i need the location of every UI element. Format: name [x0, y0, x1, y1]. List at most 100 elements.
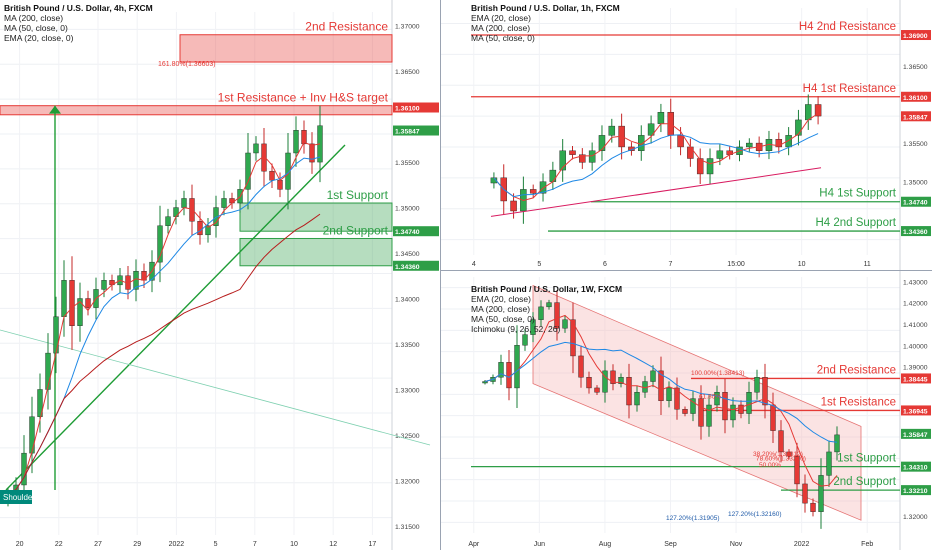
chart-1w-svg: Apr Jun Aug Sep Nov 2022 Feb 1.43000 1.42000 1.41…: [441, 271, 932, 550]
price-label-badge: [901, 405, 931, 416]
candle-body: [221, 198, 227, 208]
candle-body: [293, 130, 299, 154]
price-tick-label: 1.34360: [903, 229, 928, 236]
candle-body: [157, 225, 163, 263]
time-tick-label: 27: [94, 541, 102, 548]
time-tick-label: 29: [133, 541, 141, 548]
legend-indicator: Ichimoku (9, 26, 52, 26): [471, 324, 561, 334]
price-tick-label: 1.33000: [395, 387, 420, 394]
candle-body: [762, 377, 768, 406]
fib-label: 78.60%(1.33210): [756, 455, 806, 462]
price-tick-label: 1.32000: [395, 478, 420, 485]
candle-body: [569, 150, 576, 155]
candle-body: [530, 319, 536, 335]
candle-body: [61, 280, 67, 317]
time-tick-label: 5: [537, 261, 541, 268]
time-tick-label: 7: [253, 541, 257, 548]
price-tick-label: 1.37000: [395, 24, 420, 31]
candle-body: [738, 404, 744, 414]
level-label: H4 1st Resistance: [803, 83, 896, 95]
fib-label: 38.20%(1.34312): [753, 451, 803, 458]
price-tick-label: 1.35500: [395, 160, 420, 167]
legend-title: British Pound / U.S. Dollar, 1W, FXCM: [471, 284, 623, 294]
candle-body: [253, 143, 259, 154]
time-tick-label: Nov: [730, 541, 743, 548]
price-tick-label: 1.36100: [903, 95, 928, 102]
price-label-badge: [901, 485, 931, 496]
price-label-badge: [901, 111, 931, 122]
candle-body: [554, 302, 560, 329]
candle-body: [698, 398, 704, 427]
candle-body: [598, 135, 606, 151]
candle-body: [794, 455, 800, 485]
candle-body: [658, 370, 664, 401]
candle-body: [834, 434, 840, 453]
price-tick-label: 1.36900: [903, 33, 928, 40]
price-tick-label: 1.35847: [395, 129, 420, 136]
price-tick-label: 1.32500: [395, 433, 420, 440]
legend-1h: British Pound / U.S. Dollar, 1h, FXCM EM…: [471, 3, 620, 43]
target-arrow-head: [49, 105, 61, 114]
time-tick-label: 11: [864, 261, 871, 268]
candle-body: [205, 225, 211, 236]
price-label-badge: [901, 461, 931, 472]
price-tick-label: 1.33500: [395, 342, 420, 349]
candle-body: [634, 391, 640, 406]
candle-body: [618, 377, 624, 384]
candle-body: [706, 158, 714, 175]
level-label: 2nd Resistance: [817, 364, 896, 376]
price-label-badge: [901, 196, 931, 207]
price-tick-label: 1.32000: [903, 514, 928, 521]
candle-body: [722, 391, 728, 421]
fib-label: 100.00%(1.38413): [691, 370, 745, 377]
legend-1w: British Pound / U.S. Dollar, 1W, FXCM EM…: [471, 284, 622, 334]
candle-body: [775, 139, 783, 148]
price-label-badge: [393, 226, 439, 237]
price-label-badge: [901, 226, 931, 237]
price-tick-label: 1.38445: [903, 376, 928, 383]
chart-1h-svg: 4 5 6 7 15:00 10 11 1.36900 1.36500 1.36100 1.3584…: [441, 0, 932, 270]
candle-body: [101, 280, 107, 290]
candle-body: [674, 387, 680, 410]
candle-body: [181, 198, 187, 208]
legend-indicator: MA (50, close, 0): [4, 23, 68, 33]
zone-resistance: [179, 34, 393, 63]
chart-panel-4h[interactable]: 20 22 27 29 2022 5 7 10 12 17 1.37000 1.36500 1.3610…: [0, 0, 440, 550]
fib-label: 127.20%(1.31905): [666, 515, 720, 522]
trendline: [0, 329, 431, 446]
candle-body: [626, 377, 632, 406]
candle-body: [570, 319, 576, 357]
time-tick-label: 5: [214, 541, 218, 548]
candle-body: [608, 125, 616, 136]
candle-body: [269, 170, 275, 181]
candle-body: [562, 319, 568, 329]
candle-body: [245, 152, 251, 190]
price-tick-label: 1.34360: [395, 264, 420, 271]
candle-body: [610, 370, 616, 384]
time-tick-label: 15:00: [727, 261, 745, 268]
legend-title: British Pound / U.S. Dollar, 1h, FXCM: [471, 3, 620, 13]
level-label: 1st Support: [837, 453, 897, 465]
zone-label: 1st Resistance + Inv H&S target: [218, 91, 389, 105]
candle-body: [746, 391, 752, 414]
candle-body: [814, 104, 822, 117]
time-tick-label: 12: [329, 541, 337, 548]
chart-panel-1h[interactable]: 4 5 6 7 15:00 10 11 1.36900 1.36500 1.36100 1.3584…: [441, 0, 932, 270]
zone-label: 2nd Support: [323, 223, 389, 237]
candle-body: [165, 216, 171, 226]
time-tick-label: 22: [55, 541, 63, 548]
level-label: H4 2nd Support: [815, 217, 896, 229]
legend-indicator: EMA (20, close): [471, 13, 531, 23]
legend-title: British Pound / U.S. Dollar, 4h, FXCM: [4, 3, 153, 13]
price-tick-label: 1.36500: [903, 64, 928, 71]
price-tick-label: 1.39000: [903, 365, 928, 372]
chart-4h-svg: 20 22 27 29 2022 5 7 10 12 171.370001.365001.3610…: [0, 0, 440, 550]
chart-panel-1w[interactable]: Apr Jun Aug Sep Nov 2022 Feb 1.43000 1.42000 1.41…: [441, 271, 932, 550]
candle-body: [805, 104, 812, 121]
time-tick-label: 10: [798, 261, 806, 268]
candle-body: [285, 152, 291, 190]
price-tick-label: 1.34740: [395, 229, 420, 236]
candle-body: [588, 150, 596, 163]
candle-body: [716, 150, 724, 159]
legend-4h: British Pound / U.S. Dollar, 4h, FXCM MA…: [4, 3, 153, 43]
